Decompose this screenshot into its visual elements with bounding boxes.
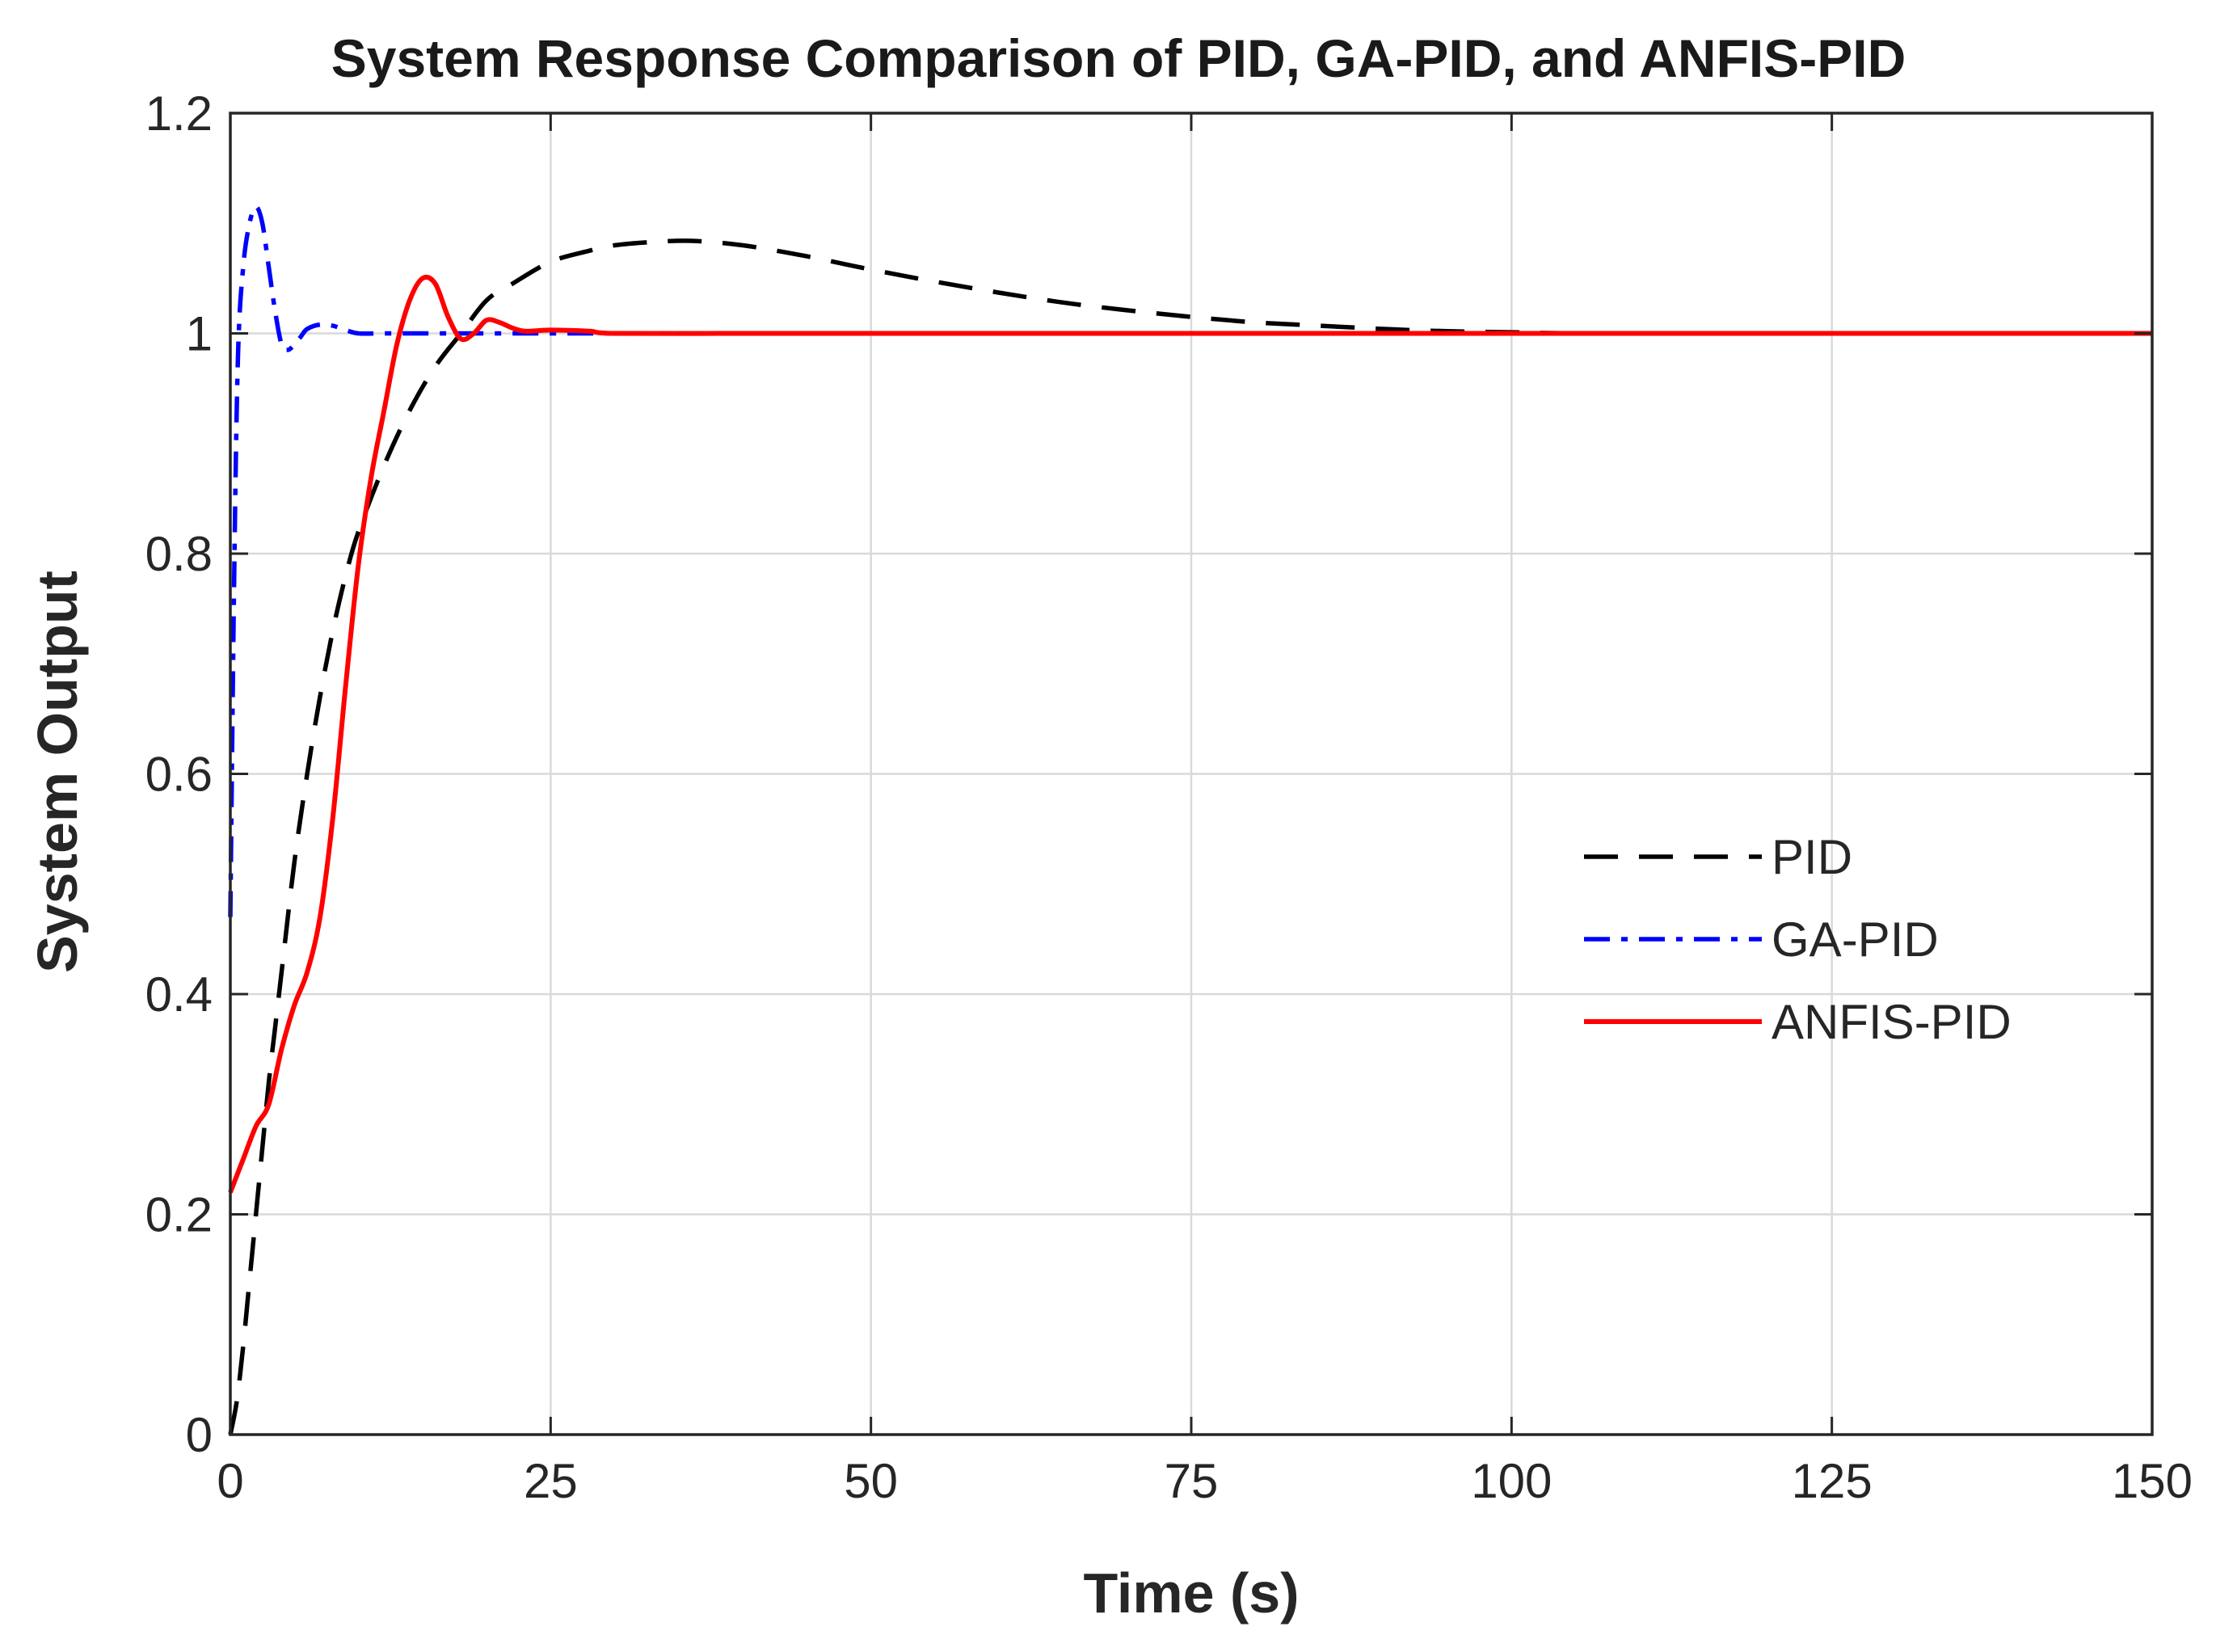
series-line-anfis-pid [228, 274, 2152, 1194]
y-tick-label: 0.4 [145, 967, 213, 1022]
y-tick-label: 0 [186, 1408, 213, 1462]
legend-label-anfis-pid: ANFIS-PID [1771, 995, 2012, 1049]
y-tick-label: 0.8 [145, 527, 213, 581]
ticks: 0 25 50 75 100 125 150 0 0.2 0.4 0.6 0.8 1 1.2 [145, 86, 2193, 1508]
y-tick-label: 1.2 [145, 86, 213, 141]
x-tick-label: 125 [1792, 1454, 1873, 1508]
x-tick-label: 25 [524, 1454, 578, 1508]
x-tick-label: 0 [217, 1454, 243, 1508]
x-axis-label: Time (s) [1083, 1561, 1299, 1625]
x-tick-label: 150 [2112, 1454, 2193, 1508]
legend-label-ga-pid: GA-PID [1771, 912, 1939, 967]
y-tick-label: 0.2 [145, 1188, 213, 1242]
x-tick-label: 100 [1471, 1454, 1552, 1508]
y-axis-label: System Output [26, 571, 89, 973]
legend-label-pid: PID [1771, 830, 1852, 884]
legend: PID GA-PID ANFIS-PID [1584, 830, 2012, 1049]
x-tick-label: 75 [1165, 1454, 1219, 1508]
chart-title: System Response Comparison of PID, GA-PI… [331, 28, 1906, 88]
y-tick-label: 0.6 [145, 748, 213, 802]
series-layer [228, 204, 2152, 1435]
y-tick-label: 1 [186, 307, 213, 361]
x-tick-label: 50 [844, 1454, 898, 1508]
